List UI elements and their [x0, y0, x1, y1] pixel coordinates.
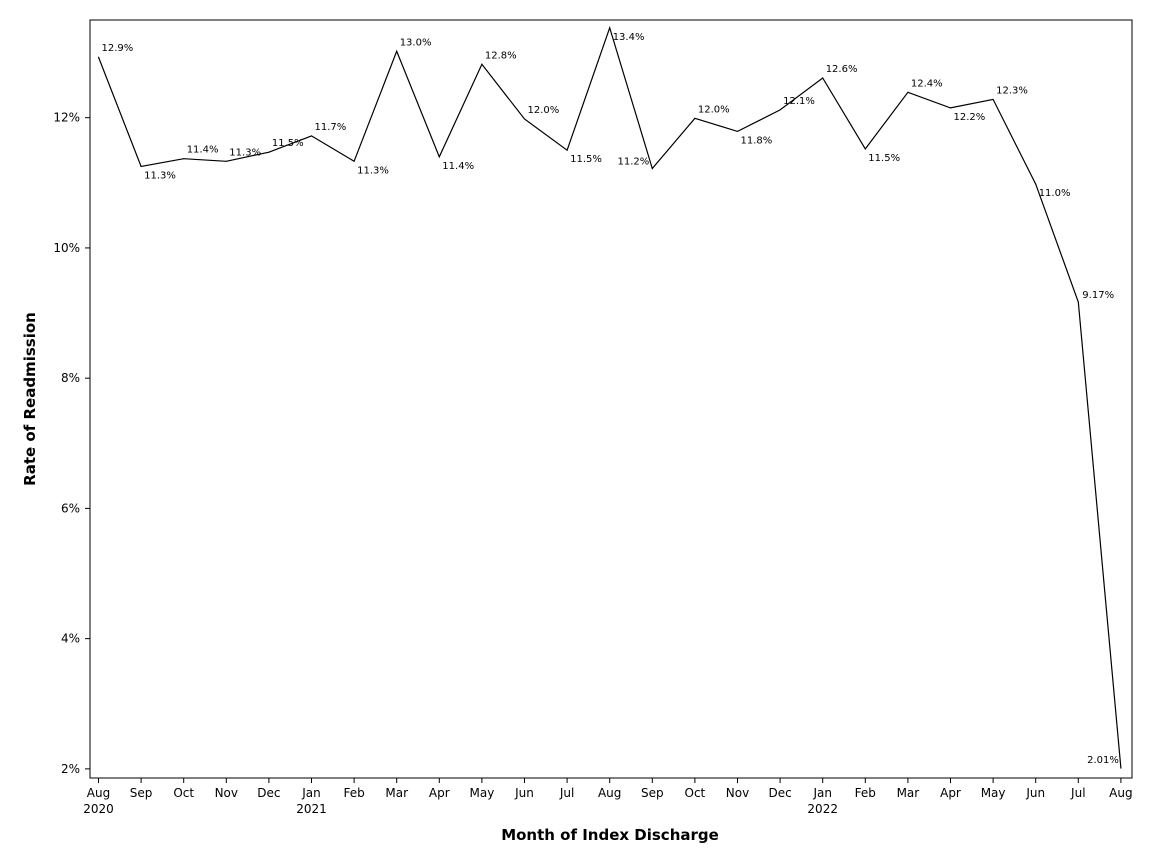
data-label: 12.9% [102, 43, 134, 54]
data-point [609, 27, 611, 29]
x-tick-label: Oct [685, 786, 706, 800]
data-point [566, 149, 568, 151]
x-tick-label: Jul [559, 786, 574, 800]
data-point [992, 98, 994, 100]
x-tick-label: Jan [301, 786, 321, 800]
x-tick-label: Aug [87, 786, 110, 800]
y-axis-title: Rate of Readmission [21, 312, 39, 486]
plot-frame [89, 19, 1133, 779]
y-tick-label: 2% [61, 762, 80, 776]
x-tick-label: May [981, 786, 1006, 800]
data-point [907, 91, 909, 93]
x-tick-label: Aug [1109, 786, 1132, 800]
x-year-label: 2022 [807, 802, 838, 816]
data-point [396, 50, 398, 52]
x-tick-label: Mar [385, 786, 408, 800]
data-point [1035, 183, 1037, 185]
data-label: 11.2% [618, 156, 650, 167]
data-point [524, 118, 525, 120]
x-tick-label: Apr [429, 786, 450, 800]
x-tick-label: Sep [641, 786, 664, 800]
data-label: 11.5% [272, 138, 304, 149]
x-tick-label: Dec [257, 786, 280, 800]
data-point [694, 117, 696, 119]
x-tick-label: Nov [215, 786, 238, 800]
x-tick-label: Aug [598, 786, 621, 800]
data-point [438, 156, 440, 158]
data-point [98, 56, 99, 58]
data-label: 11.4% [442, 161, 474, 172]
x-tick-label: Nov [726, 786, 749, 800]
data-label: 12.3% [996, 85, 1028, 96]
x-tick-label: Dec [768, 786, 791, 800]
x-tick-label: Apr [940, 786, 961, 800]
x-tick-label: Feb [343, 786, 364, 800]
y-tick-label: 10% [53, 241, 80, 255]
x-tick-label: Sep [130, 786, 153, 800]
data-point [481, 63, 483, 65]
data-point [225, 160, 227, 162]
x-tick-label: Jan [812, 786, 832, 800]
data-point [737, 130, 738, 132]
data-label: 11.7% [315, 122, 347, 133]
data-labels: 12.9% 11.3% 11.4% 11.3% 11.5% 11.7% 11.3% 13.0%… [98, 27, 1122, 769]
data-label: 13.0% [400, 37, 432, 48]
data-label: 12.0% [698, 104, 730, 115]
data-point [1077, 301, 1079, 303]
y-tick-label: 8% [61, 371, 80, 385]
data-label: 11.4% [187, 145, 219, 156]
data-label: 12.8% [485, 50, 517, 61]
data-point [140, 166, 142, 168]
data-point [651, 167, 653, 169]
data-point [779, 109, 781, 111]
x-tick-label: Jun [1025, 786, 1045, 800]
x-axis-title: Month of Index Discharge [501, 826, 719, 844]
data-point [353, 160, 355, 162]
x-tick-label: Feb [855, 786, 876, 800]
data-label: 2.01% [1087, 755, 1119, 766]
data-label: 12.0% [528, 105, 560, 116]
data-label: 11.5% [868, 153, 900, 164]
x-tick-label: Jul [1070, 786, 1085, 800]
data-label: 11.8% [741, 135, 773, 146]
data-point [183, 158, 185, 160]
data-point [950, 107, 951, 109]
data-label: 12.6% [826, 64, 858, 75]
x-tick-label: Oct [173, 786, 194, 800]
data-label: 11.5% [570, 154, 602, 165]
data-label: 11.3% [229, 147, 261, 158]
x-tick-label: Mar [897, 786, 920, 800]
data-label: 9.17% [1082, 290, 1114, 301]
x-axis: Aug 2020 Sep Oct Nov Dec Jan 2021 Feb Mar Apr May Ju… [83, 778, 1133, 816]
data-label: 11.3% [144, 171, 176, 182]
data-point [1120, 767, 1122, 769]
data-label: 11.3% [357, 165, 389, 176]
data-point [864, 148, 866, 150]
data-label: 11.0% [1039, 188, 1071, 199]
readmission-rate-line [97, 25, 1122, 769]
y-tick-label: 6% [61, 501, 80, 515]
x-tick-label: Jun [514, 786, 534, 800]
y-tick-label: 12% [53, 111, 80, 125]
x-year-label: 2020 [83, 802, 114, 816]
y-axis: 2% 4% 6% 8% 10% 12% [53, 111, 90, 776]
x-year-label: 2021 [296, 802, 327, 816]
data-label: 13.4% [613, 32, 645, 43]
data-label: 12.1% [783, 96, 815, 107]
data-point [311, 135, 312, 137]
data-label: 12.2% [954, 112, 986, 123]
data-point [268, 151, 270, 153]
y-tick-label: 4% [61, 632, 80, 646]
x-tick-label: May [469, 786, 494, 800]
data-label: 12.4% [911, 78, 943, 89]
data-point [822, 77, 824, 79]
